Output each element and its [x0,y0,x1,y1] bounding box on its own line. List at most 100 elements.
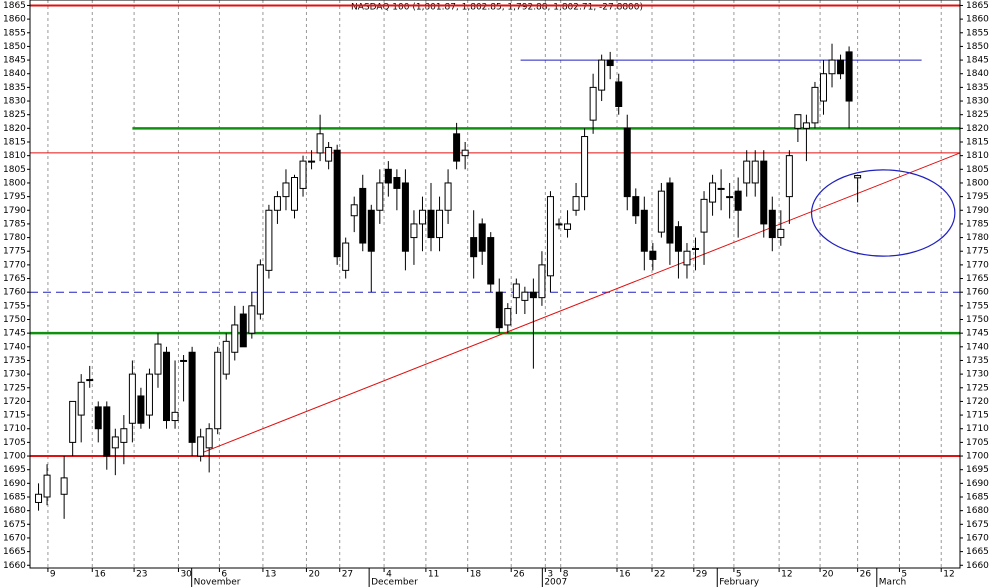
y-tick-label: 1825 [966,110,989,120]
candle-body [487,237,495,285]
candle-body [94,406,102,430]
y-tick-label: 1750 [3,315,26,325]
candle-body [163,351,171,422]
y-tick-label: 1715 [966,411,989,421]
candle-body [709,182,717,203]
x-tick-label: 20 [308,570,320,580]
candle-body [555,223,563,226]
y-tick-label: 1695 [966,465,989,475]
y-tick-label: 1670 [966,533,989,543]
y-tick-label: 1800 [966,178,989,188]
candle-body [828,59,836,75]
candle-body [478,223,486,252]
candle-body [273,196,281,211]
candle-body [248,305,256,334]
candle-body [444,182,452,211]
y-tick-label: 1660 [966,561,989,571]
candle-body [546,196,554,277]
candle-body [256,264,264,315]
candle-body [538,264,546,299]
y-tick-label: 1770 [966,260,989,270]
candle-body [384,168,392,184]
y-tick-label: 1835 [966,83,989,93]
x-tick-label: 22 [654,570,665,580]
y-tick-label: 1780 [3,233,26,243]
y-tick-label: 1790 [966,206,989,216]
y-tick-label: 1865 [3,1,26,11]
y-tick-label: 1775 [3,247,26,257]
y-tick-label: 1765 [966,274,989,284]
y-tick-label: 1705 [3,438,26,448]
candle-body [265,209,273,271]
candle-body [325,146,333,162]
y-tick-label: 1720 [966,397,989,407]
candle-body [837,59,845,75]
y-tick-label: 1760 [966,288,989,298]
x-tick-label: 3 [547,570,553,580]
y-tick-label: 1710 [966,424,989,434]
candle-body [649,250,657,260]
candle-body [564,223,572,230]
candle-body [120,428,128,443]
y-tick-label: 1745 [966,329,989,339]
candle-body [623,127,631,198]
y-tick-label: 1805 [966,165,989,175]
candle-body [717,187,725,190]
candle-body [308,160,316,163]
x-tick-label: 26 [860,570,872,580]
candle-body [632,196,640,217]
y-tick-label: 1815 [3,138,26,148]
y-tick-label: 1740 [3,342,26,352]
y-tick-label: 1735 [3,356,26,366]
candle-body [393,177,401,189]
candle-body [316,133,324,154]
x-tick-label: 8 [563,570,569,580]
x-tick-label: 26 [513,570,525,580]
candle-body [128,373,136,424]
candle-body [197,436,205,457]
candle-body [410,223,418,239]
x-tick-label: 12 [943,570,954,580]
y-tick-label: 1780 [966,233,989,243]
y-tick-label: 1680 [966,506,989,516]
candle-body [461,149,469,157]
y-tick-label: 1860 [3,15,26,25]
candle-body [436,209,444,239]
x-tick-label: 12 [781,570,792,580]
candle-body [222,340,230,375]
y-tick-label: 1785 [3,219,26,229]
candle-body [205,428,213,449]
candle-body [214,351,222,430]
y-tick-label: 1765 [3,274,26,284]
y-tick-label: 1860 [966,15,989,25]
candle-body [376,182,384,211]
y-tick-label: 1840 [966,69,989,79]
x-tick-label: 5 [736,570,742,580]
candle-body [86,379,94,382]
candle-body [453,133,461,162]
candle-body [760,160,768,225]
x-tick-label: 18 [470,570,482,580]
candle-body [239,313,247,348]
x-tick-label: 16 [619,570,631,580]
x-tick-label: 29 [696,570,708,580]
candle-body [845,51,853,102]
y-tick-label: 1790 [3,206,26,216]
month-label: March [879,578,906,587]
y-tick-label: 1865 [966,1,989,11]
y-tick-label: 1830 [966,97,989,107]
candle-body [359,187,367,244]
y-tick-label: 1820 [3,124,26,134]
y-tick-label: 1820 [966,124,989,134]
candle-body [606,59,614,67]
candle-body [819,73,827,102]
y-tick-label: 1850 [3,42,26,52]
x-tick-label: 13 [265,570,276,580]
candle-body [171,411,179,422]
candle-body [418,209,426,225]
candle-body [69,400,77,443]
candle-body [77,381,85,416]
x-tick-label: 9 [50,570,56,580]
candle-body [657,190,665,233]
y-tick-label: 1700 [3,452,26,462]
